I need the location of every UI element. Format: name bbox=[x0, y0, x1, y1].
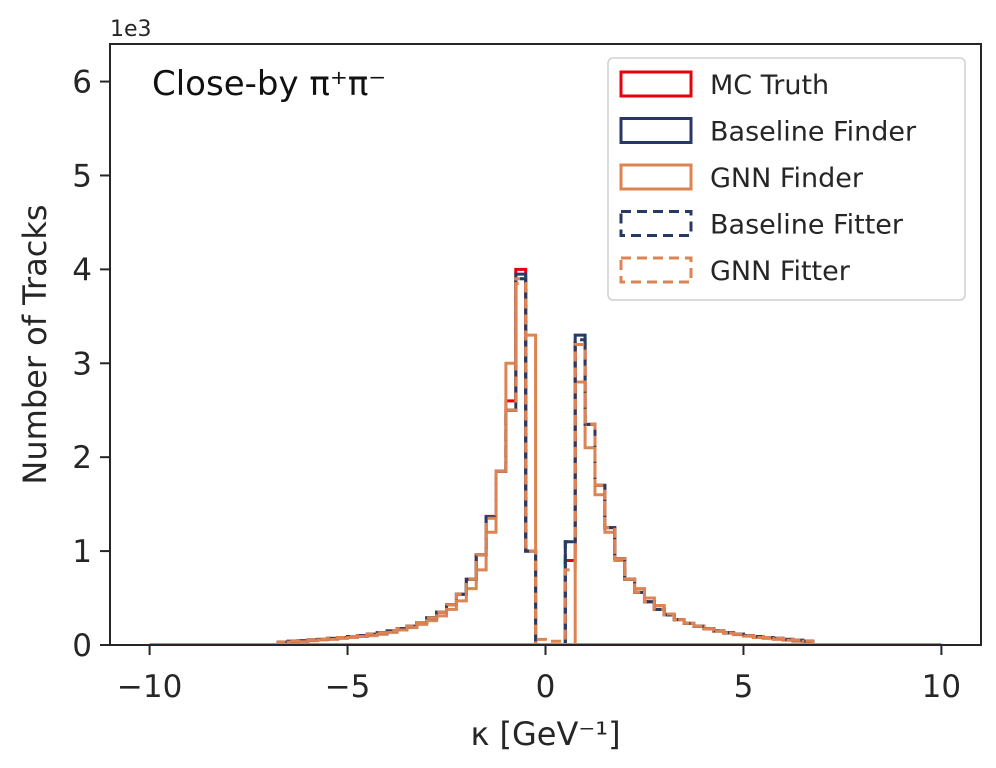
legend-swatch bbox=[619, 256, 693, 284]
series-gnn-fitter bbox=[276, 281, 815, 645]
x-tick-label: 0 bbox=[536, 669, 556, 705]
legend-swatch bbox=[619, 70, 693, 98]
x-axis-title: κ [GeV⁻¹] bbox=[470, 715, 620, 753]
legend-label: GNN Finder bbox=[710, 163, 864, 194]
y-tick-label: 4 bbox=[72, 252, 92, 288]
legend-label: Baseline Fitter bbox=[710, 210, 904, 241]
legend-label: Baseline Finder bbox=[710, 117, 917, 148]
y-tick-label: 6 bbox=[72, 65, 92, 101]
y-tick-label: 3 bbox=[72, 346, 92, 382]
x-tick-label: 5 bbox=[734, 669, 754, 705]
y-tick-label: 0 bbox=[72, 628, 92, 664]
legend-box bbox=[607, 57, 966, 301]
legend-label: MC Truth bbox=[710, 70, 829, 101]
legend: MC Truth Baseline Finder GNN Finder Baselin… bbox=[607, 57, 966, 301]
y-axis-multiplier: 1e3 bbox=[110, 17, 152, 42]
y-tick-label: 5 bbox=[72, 158, 92, 194]
y-axis-ticks: 0 1 2 3 4 5 6 bbox=[72, 65, 110, 664]
chart-annotation: Close-by π⁺π⁻ bbox=[152, 64, 386, 104]
x-axis-ticks: −10 −5 0 5 10 bbox=[117, 645, 961, 705]
x-tick-label: −10 bbox=[117, 669, 182, 705]
legend-swatch bbox=[619, 210, 693, 237]
y-tick-label: 2 bbox=[72, 440, 92, 476]
legend-label: GNN Fitter bbox=[710, 256, 851, 287]
x-tick-label: −5 bbox=[325, 669, 371, 705]
y-tick-label: 1 bbox=[72, 534, 92, 570]
y-axis-title: Number of Tracks bbox=[16, 204, 54, 484]
legend-swatch bbox=[619, 163, 693, 191]
x-tick-label: 10 bbox=[922, 669, 961, 705]
legend-swatch bbox=[619, 117, 693, 144]
